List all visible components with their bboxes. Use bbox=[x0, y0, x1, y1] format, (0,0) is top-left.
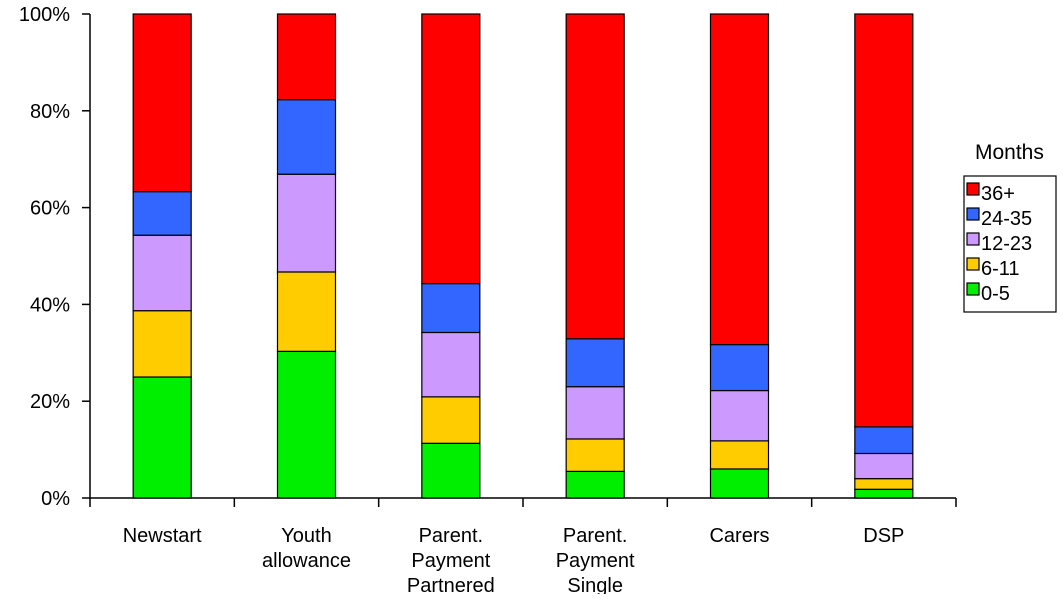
bar-segment-12-23 bbox=[421, 331, 481, 398]
legend-swatch bbox=[966, 207, 980, 221]
bar-segment-36plus bbox=[276, 13, 337, 101]
x-category-label: allowance bbox=[262, 550, 351, 572]
bar-segment-12-23 bbox=[276, 173, 337, 273]
bar-segment-6-11 bbox=[854, 478, 914, 490]
x-category-label: DSP bbox=[863, 525, 904, 547]
y-tick-label: 0% bbox=[41, 488, 70, 510]
x-category-label: Youth bbox=[281, 525, 331, 547]
bar-segment-0-5 bbox=[709, 468, 770, 499]
y-tick-label: 80% bbox=[30, 101, 70, 123]
x-category-label: Partnered bbox=[407, 575, 495, 594]
bar-segment-0-5 bbox=[276, 350, 337, 499]
legend-swatch bbox=[966, 282, 980, 296]
y-tick-label: 100% bbox=[19, 4, 70, 26]
bar-segment-0-5 bbox=[854, 488, 914, 499]
x-category-label: Carers bbox=[709, 525, 769, 547]
bar-segment-6-11 bbox=[565, 438, 625, 472]
x-category-label: Payment bbox=[411, 550, 490, 572]
x-category-label: Single bbox=[567, 575, 623, 594]
legend-swatch bbox=[966, 182, 980, 196]
bar-segment-24-35 bbox=[854, 426, 914, 455]
bar-segment-24-35 bbox=[132, 191, 192, 236]
bar-segment-36plus bbox=[421, 13, 481, 285]
bar-segment-12-23 bbox=[854, 452, 914, 480]
x-category-label: Newstart bbox=[123, 525, 202, 547]
x-category-label: Payment bbox=[556, 550, 635, 572]
legend-label: 24-35 bbox=[981, 208, 1032, 230]
bar-segment-0-5 bbox=[421, 442, 481, 499]
bar-segment-6-11 bbox=[276, 271, 337, 352]
bar-segment-6-11 bbox=[709, 440, 770, 470]
legend-label: 36+ bbox=[981, 183, 1015, 205]
bar-segment-24-35 bbox=[709, 343, 770, 392]
y-tick-label: 60% bbox=[30, 198, 70, 220]
bar-segment-12-23 bbox=[709, 389, 770, 442]
y-tick-label: 40% bbox=[30, 294, 70, 316]
bar-segment-36plus bbox=[565, 13, 625, 340]
legend-label: 12-23 bbox=[981, 233, 1032, 255]
legend-label: 6-11 bbox=[981, 258, 1020, 280]
legend-box bbox=[963, 175, 1057, 313]
bar-segment-6-11 bbox=[421, 396, 481, 444]
y-tick-label: 20% bbox=[30, 391, 70, 413]
bar-segment-12-23 bbox=[565, 386, 625, 440]
bar-segment-24-35 bbox=[421, 282, 481, 334]
bar-segment-6-11 bbox=[132, 310, 192, 378]
legend-swatch bbox=[966, 257, 980, 271]
bar-segment-24-35 bbox=[276, 99, 337, 175]
bar-segment-12-23 bbox=[132, 234, 192, 312]
bar-segment-36plus bbox=[854, 13, 914, 428]
legend-title: Months bbox=[975, 141, 1044, 164]
legend-swatch bbox=[966, 232, 980, 246]
x-category-label: Parent. bbox=[563, 525, 627, 547]
legend-label: 0-5 bbox=[981, 283, 1010, 305]
bar-segment-0-5 bbox=[565, 470, 625, 499]
bar-segment-36plus bbox=[132, 13, 192, 193]
bar-segment-36plus bbox=[709, 13, 770, 346]
x-category-label: Parent. bbox=[419, 525, 483, 547]
bar-segment-0-5 bbox=[132, 376, 192, 499]
bar-segment-24-35 bbox=[565, 338, 625, 388]
